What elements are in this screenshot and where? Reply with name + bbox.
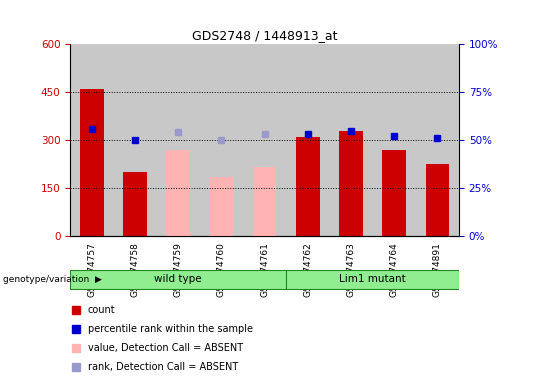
- Bar: [382, 150, 406, 236]
- Bar: [200, 44, 243, 236]
- Bar: [416, 44, 459, 236]
- Bar: [373, 44, 416, 236]
- Bar: [253, 167, 276, 236]
- Bar: [70, 44, 113, 236]
- Bar: [243, 44, 286, 236]
- Bar: [329, 44, 373, 236]
- Text: percentile rank within the sample: percentile rank within the sample: [87, 324, 253, 334]
- Text: rank, Detection Call = ABSENT: rank, Detection Call = ABSENT: [87, 362, 238, 372]
- Bar: [339, 131, 363, 236]
- Bar: [80, 89, 104, 236]
- Bar: [157, 44, 200, 236]
- Bar: [426, 164, 449, 236]
- FancyBboxPatch shape: [286, 270, 459, 289]
- Bar: [210, 177, 233, 236]
- Bar: [123, 172, 147, 236]
- Text: Lim1 mutant: Lim1 mutant: [339, 274, 406, 284]
- FancyBboxPatch shape: [70, 270, 286, 289]
- Text: genotype/variation  ▶: genotype/variation ▶: [3, 275, 102, 284]
- Bar: [166, 150, 190, 236]
- Text: value, Detection Call = ABSENT: value, Detection Call = ABSENT: [87, 343, 243, 353]
- Bar: [296, 137, 320, 236]
- Text: count: count: [87, 305, 115, 314]
- Text: wild type: wild type: [154, 274, 202, 284]
- Bar: [286, 44, 329, 236]
- Bar: [113, 44, 157, 236]
- Title: GDS2748 / 1448913_at: GDS2748 / 1448913_at: [192, 28, 338, 41]
